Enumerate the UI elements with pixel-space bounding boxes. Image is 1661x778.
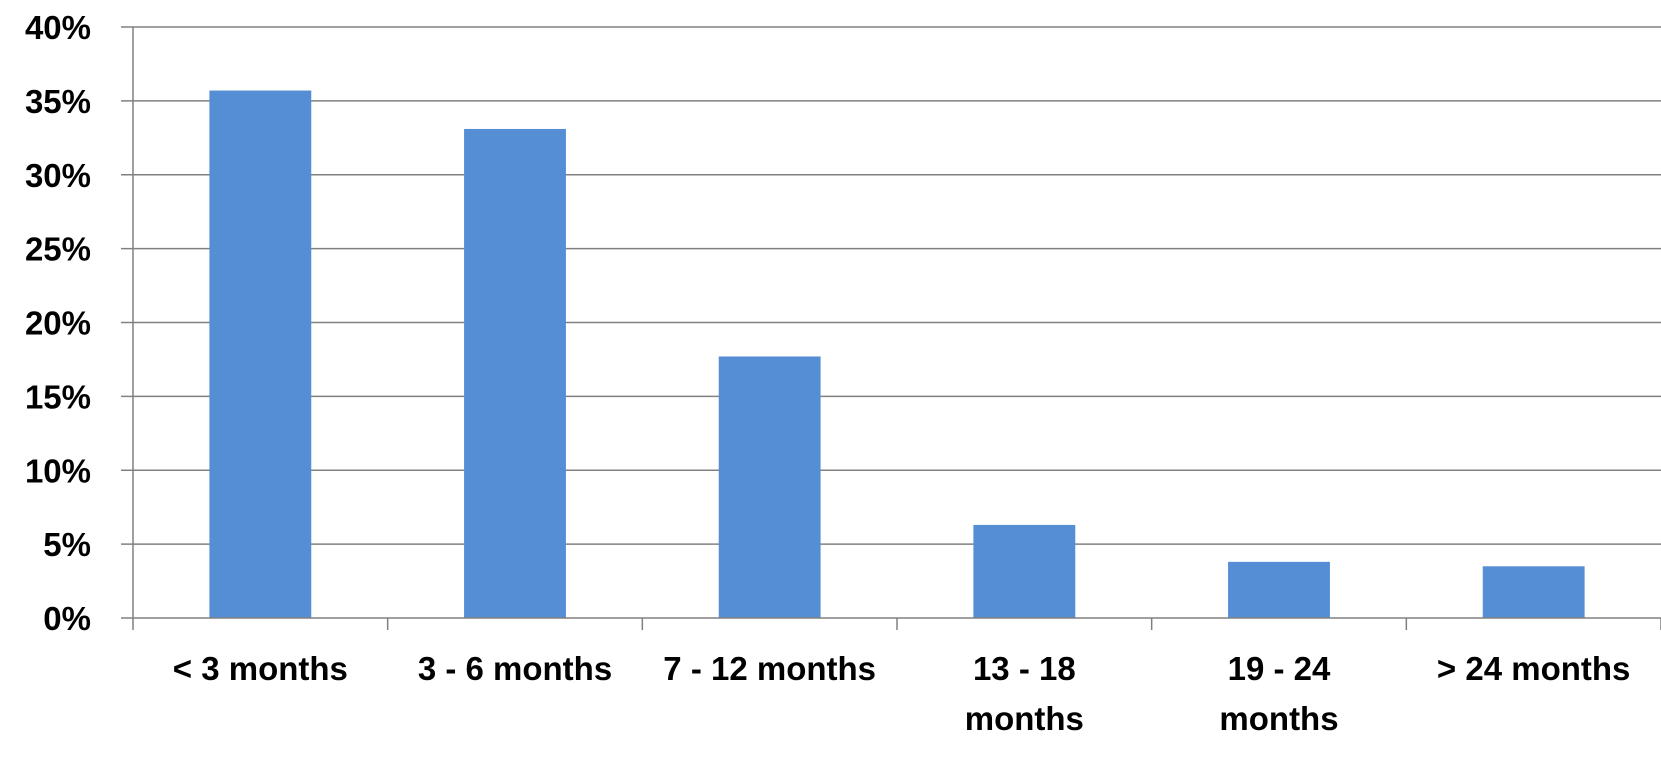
axes bbox=[121, 26, 1661, 630]
y-tick-label: 30% bbox=[25, 157, 91, 194]
y-tick-label: 40% bbox=[25, 9, 91, 46]
bar bbox=[718, 356, 821, 618]
x-tick-label: 19 - 24 months bbox=[1219, 650, 1338, 737]
bar bbox=[973, 524, 1076, 618]
y-tick-label: 0% bbox=[43, 600, 91, 637]
x-tick-label: 13 - 18 months bbox=[965, 650, 1084, 737]
y-tick-labels: 0% 5% 10% 15% 20% 25% 30% 35% 40% bbox=[25, 9, 91, 637]
x-tick-label: 7 - 12 months bbox=[663, 650, 876, 687]
x-tick-label: > 24 months bbox=[1437, 650, 1630, 687]
gridlines bbox=[133, 26, 1661, 545]
y-tick-label: 25% bbox=[25, 231, 91, 268]
x-tick-label: 3 - 6 months bbox=[418, 650, 612, 687]
bar bbox=[464, 128, 566, 618]
x-tick-labels: < 3 months 3 - 6 months 7 - 12 months 13 - … bbox=[173, 650, 1631, 737]
bar bbox=[209, 90, 312, 619]
bar bbox=[1228, 561, 1330, 618]
y-tick-label: 5% bbox=[43, 526, 91, 563]
y-tick-label: 15% bbox=[25, 378, 91, 415]
y-tick-label: 20% bbox=[25, 305, 91, 342]
bar bbox=[1482, 566, 1585, 618]
x-tick-label: < 3 months bbox=[173, 650, 348, 687]
y-tick-label: 35% bbox=[25, 83, 91, 120]
y-tick-label: 10% bbox=[25, 452, 91, 489]
bars bbox=[209, 90, 1585, 619]
